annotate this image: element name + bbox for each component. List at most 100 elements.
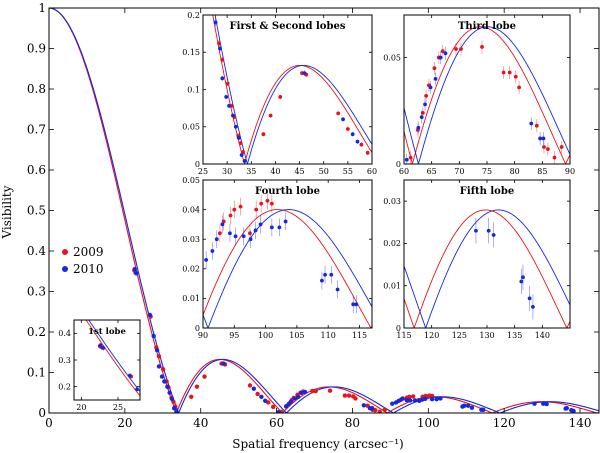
main-xtick-label-3: 60 bbox=[269, 416, 284, 430]
inset-4-point-2010-36 bbox=[253, 228, 258, 233]
inset-4-point-2010-42 bbox=[323, 272, 327, 277]
inset-12-point-2010-14 bbox=[341, 117, 345, 122]
inset-1st-point-2010-0 bbox=[98, 343, 103, 348]
inset-12-point-2010-8 bbox=[231, 113, 235, 118]
main-point-2009-39 bbox=[382, 407, 387, 412]
inset-3-point-2010-19 bbox=[419, 115, 424, 120]
inset-3-point-2009-33 bbox=[513, 74, 518, 79]
inset-5-ytick-label-0: 0 bbox=[396, 324, 401, 333]
main-xtick-label-7: 140 bbox=[569, 416, 592, 430]
inset-12-ytick-label-1: 0.05 bbox=[182, 123, 200, 132]
main-point-2009-12 bbox=[194, 384, 200, 389]
inset-3-point-2009-37 bbox=[545, 147, 550, 152]
main-point-2010-15 bbox=[259, 394, 264, 399]
legend-marker-2009 bbox=[62, 249, 68, 255]
inset-12-point-2009-18 bbox=[359, 142, 364, 147]
legend: 2009 2010 bbox=[62, 245, 104, 276]
main-ytick-label-9: 0.9 bbox=[27, 42, 46, 56]
main-model-2010 bbox=[49, 8, 599, 413]
inset-12-point-2010-15 bbox=[350, 132, 355, 137]
main-point-2010-51 bbox=[564, 405, 569, 411]
inset-fourth-lobe: 90 95 100 105 110 115 0 0.01 0.02 0.03 0.04 0.05 Fou… bbox=[182, 176, 373, 340]
inset-5-point-2010-52 bbox=[527, 296, 532, 301]
main-ytick-label-6: 0.6 bbox=[27, 163, 46, 177]
main-plot: 0 20 40 60 80 100 120 14000.10.20.30.40.50.60.7… bbox=[27, 1, 600, 430]
inset-12-point-2009-12 bbox=[268, 113, 273, 118]
inset-3-xtick-label-6: 90 bbox=[565, 167, 575, 176]
main-point-2009-29 bbox=[313, 388, 318, 394]
inset-12-background bbox=[203, 15, 372, 164]
inset-3-point-2009-25 bbox=[432, 66, 437, 71]
inset-3-point-2009-30 bbox=[480, 45, 484, 49]
main-point-2009-5 bbox=[160, 367, 166, 372]
main-point-2009-17 bbox=[255, 391, 260, 397]
inset-4-plot-area bbox=[203, 191, 372, 328]
inset-4-xtick-label-0: 90 bbox=[198, 331, 208, 340]
main-xtick-label-0: 0 bbox=[45, 416, 53, 430]
main-point-2009-32 bbox=[346, 393, 352, 398]
inset-3-point-2010-24 bbox=[443, 51, 448, 56]
inset-3-point-2009-38 bbox=[552, 155, 557, 160]
main-point-2009-28 bbox=[310, 388, 315, 394]
main-point-2010-17 bbox=[276, 409, 281, 413]
inset-4-point-2010-44 bbox=[335, 287, 340, 292]
main-xtick-label-4: 80 bbox=[345, 416, 360, 430]
inset-first-lobe: 20 25 0.2 0.3 0.4 1st lobe bbox=[58, 319, 141, 412]
inset-3-point-2009-36 bbox=[542, 145, 546, 149]
x-axis-label: Spatial frequency (arcsec⁻¹) bbox=[232, 437, 403, 451]
inset-5-point-2010-51 bbox=[521, 275, 525, 280]
main-point-2010-20 bbox=[288, 399, 294, 404]
inset-4-model-2010 bbox=[203, 209, 372, 328]
inset-4-ytick-label-0: 0 bbox=[195, 324, 200, 333]
main-point-2009-43 bbox=[407, 394, 412, 399]
inset-5-xtick-label-2: 125 bbox=[452, 331, 467, 340]
main-point-2010-42 bbox=[462, 403, 467, 408]
inset-12-xtick-label-2: 35 bbox=[246, 167, 256, 176]
inset-1st-point-2010-1 bbox=[101, 346, 106, 350]
inset-4-point-2010-38 bbox=[269, 225, 274, 230]
main-point-2009-16 bbox=[247, 383, 253, 388]
inset-5-model-2010 bbox=[404, 209, 570, 328]
inset-3-xtick-label-3: 75 bbox=[482, 167, 492, 176]
main-point-2009-31 bbox=[342, 393, 348, 398]
main-point-2010-5 bbox=[156, 364, 162, 369]
main-point-2010-48 bbox=[541, 401, 546, 406]
main-point-2010-24 bbox=[302, 389, 308, 395]
inset-4-xtick-label-4: 110 bbox=[321, 331, 336, 340]
inset-3-point-2009-39 bbox=[559, 145, 564, 149]
inset-3-point-2010-25 bbox=[529, 121, 534, 126]
main-point-2010-34 bbox=[412, 398, 418, 403]
main-point-2010-16 bbox=[263, 398, 268, 404]
inset-4-point-2009-49 bbox=[269, 201, 274, 206]
inset-3-point-2010-23 bbox=[438, 55, 443, 60]
main-ytick-label-3: 0.3 bbox=[27, 285, 46, 299]
inset-1st-ytick-label-1: 0.3 bbox=[58, 356, 71, 365]
inset-5-xtick-label-5: 140 bbox=[535, 331, 550, 340]
main-point-2010-9 bbox=[167, 390, 172, 395]
inset-4-point-2010-29 bbox=[210, 249, 215, 253]
legend-label-2009: 2009 bbox=[73, 245, 104, 259]
inset-12-point-2010-5 bbox=[220, 76, 225, 81]
inset-4-frame bbox=[202, 179, 373, 329]
inset-3-point-2009-35 bbox=[534, 123, 539, 128]
inset-4-point-2010-43 bbox=[329, 272, 334, 277]
inset-3-point-2009-20 bbox=[408, 155, 413, 160]
inset-5-point-2010-48 bbox=[486, 228, 491, 233]
main-point-2010-28 bbox=[390, 401, 395, 406]
inset-12-point-2009-5 bbox=[225, 81, 230, 86]
main-ytick-label-10: 1 bbox=[38, 1, 46, 15]
inset-12-point-2010-10 bbox=[236, 136, 241, 140]
inset-5-point-2010-47 bbox=[474, 228, 478, 233]
inset-12-xtick-label-6: 55 bbox=[343, 167, 353, 176]
inset-12-xtick-label-4: 45 bbox=[294, 167, 304, 176]
inset-first-second-lobes: 25 30 35 40 45 50 55 60 0 0.05 0.1 0.15 0.2 First & S… bbox=[182, 11, 377, 176]
main-point-2009-19 bbox=[270, 404, 276, 410]
inset-12-point-2009-4 bbox=[220, 57, 225, 62]
inset-3-title: Third lobe bbox=[458, 21, 516, 32]
inset-4-point-2010-45 bbox=[351, 302, 356, 307]
inset-5-xtick-label-0: 115 bbox=[396, 331, 411, 340]
inset-12-point-2010-9 bbox=[233, 124, 238, 129]
inset-12-ytick-label-2: 0.1 bbox=[187, 85, 200, 94]
inset-1st-point-2010-3 bbox=[135, 387, 139, 392]
